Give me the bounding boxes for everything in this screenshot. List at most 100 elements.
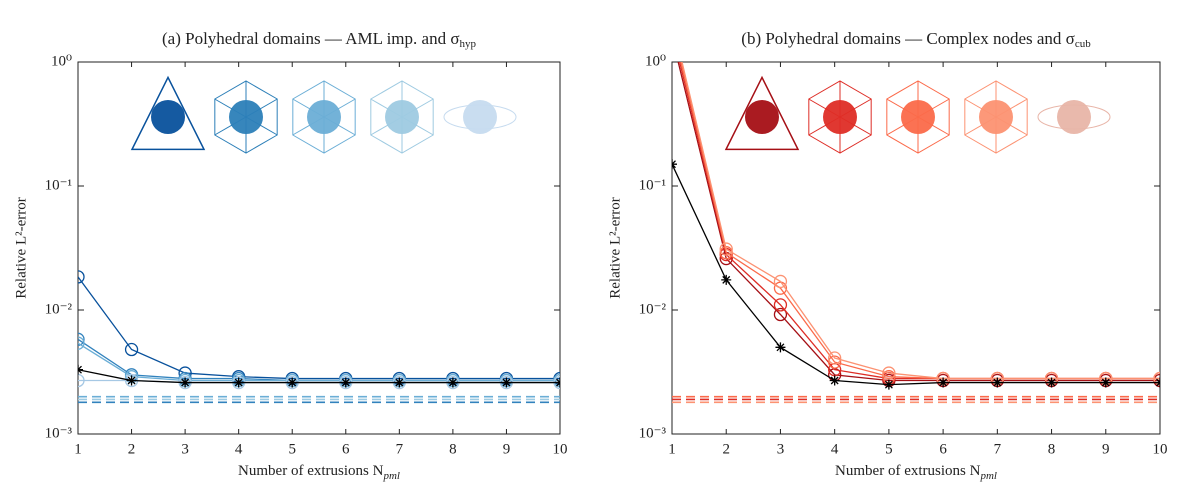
title-text: (b) Polyhedral domains — Complex nodes a… (741, 29, 1075, 48)
y-tick-label: 10⁻¹ (639, 177, 666, 193)
icon-sphere (823, 100, 857, 134)
marker (828, 355, 842, 369)
x-tick-label: 9 (1102, 441, 1110, 457)
marker (340, 377, 351, 388)
domain-icon (1037, 100, 1111, 134)
marker (992, 377, 1003, 388)
x-tick-label: 4 (831, 441, 839, 457)
x-tick-label: 6 (342, 441, 350, 457)
marker (672, 159, 677, 170)
marker (555, 377, 560, 388)
series-line (78, 369, 560, 384)
x-tick-label: 8 (1048, 441, 1056, 457)
domain-icon (130, 75, 206, 151)
marker (666, 31, 678, 43)
x-tick-label: 10 (1153, 441, 1168, 457)
marker (883, 379, 894, 390)
marker (938, 377, 949, 388)
panel: (b) Polyhedral domains — Complex nodes a… (607, 14, 1168, 482)
domain-icon (724, 75, 800, 151)
x-tick-label: 10 (553, 441, 568, 457)
marker (287, 377, 298, 388)
domain-icon (886, 80, 950, 154)
x-label-subscript: pml (382, 470, 400, 482)
marker (773, 307, 788, 322)
y-tick-label: 10⁻² (639, 301, 667, 317)
domain-icon (443, 100, 517, 134)
x-tick-label: 7 (994, 441, 1002, 457)
marker (1100, 377, 1111, 388)
x-tick-label: 4 (235, 441, 243, 457)
title-subscript: hyp (460, 38, 477, 50)
y-tick-label: 10⁻² (45, 301, 73, 317)
domain-icon (808, 80, 872, 154)
marker (394, 377, 405, 388)
x-tick-label: 2 (722, 441, 730, 457)
x-tick-label: 8 (449, 441, 457, 457)
title-subscript: cub (1075, 38, 1091, 50)
series-line (672, 163, 1160, 386)
series-line (677, 62, 1160, 382)
title-text: (a) Polyhedral domains — AML imp. and σ (162, 29, 460, 48)
x-tick-label: 1 (668, 441, 676, 457)
series-layer (666, 14, 1160, 390)
y-axis-label: Relative L²-error (607, 197, 623, 299)
icon-sphere (979, 100, 1013, 134)
marker (666, 14, 678, 26)
x-tick-label: 6 (939, 441, 947, 457)
y-tick-label: 10⁻³ (639, 425, 667, 441)
icon-sphere (901, 100, 935, 134)
icon-frame (724, 75, 800, 151)
marker (666, 19, 678, 31)
icon-sphere (745, 100, 779, 134)
marker (1046, 377, 1057, 388)
x-axis-label: Number of extrusions Npml (238, 463, 400, 481)
y-tick-label: 10⁻¹ (45, 177, 72, 193)
marker (773, 274, 788, 289)
marker (501, 377, 512, 388)
marker (233, 377, 244, 388)
marker (78, 270, 85, 284)
marker (180, 377, 191, 388)
x-tick-label: 3 (181, 441, 189, 457)
icon-frame (130, 75, 206, 151)
x-tick-label: 7 (396, 441, 404, 457)
marker (1153, 371, 1160, 386)
y-tick-label: 10⁻³ (45, 425, 73, 441)
icon-sphere (307, 100, 341, 134)
x-tick-label: 5 (288, 441, 296, 457)
icon-sphere (1057, 100, 1091, 134)
icon-sphere (385, 100, 419, 134)
x-axis-label: Number of extrusions Npml (835, 463, 997, 481)
domain-icon (292, 80, 356, 154)
x-tick-label: 1 (74, 441, 82, 457)
series-line (78, 342, 560, 382)
icon-sphere (151, 100, 185, 134)
chart-title: (a) Polyhedral domains — AML imp. and σh… (162, 29, 477, 50)
marker (78, 373, 85, 388)
series-line (681, 62, 1160, 380)
marker (124, 342, 139, 357)
marker (78, 364, 83, 375)
x-tick-label: 9 (503, 441, 511, 457)
marker (882, 366, 896, 380)
marker (78, 332, 85, 346)
x-tick-label: 2 (128, 441, 136, 457)
x-tick-label: 3 (777, 441, 785, 457)
y-tick-label: 10⁰ (645, 53, 666, 69)
y-tick-label: 10⁰ (51, 53, 72, 69)
x-label-subscript: pml (979, 470, 997, 482)
x-tick-label: 5 (885, 441, 893, 457)
marker (719, 242, 733, 256)
x-label-text: Number of extrusions N (835, 463, 981, 479)
marker (666, 24, 678, 36)
domain-icon (214, 80, 278, 154)
marker (773, 298, 788, 312)
series-line (78, 276, 560, 380)
chart-title: (b) Polyhedral domains — Complex nodes a… (741, 29, 1091, 50)
marker (1155, 377, 1160, 388)
y-axis-label: Relative L²-error (13, 197, 29, 299)
x-label-text: Number of extrusions N (238, 463, 384, 479)
marker (775, 342, 786, 353)
